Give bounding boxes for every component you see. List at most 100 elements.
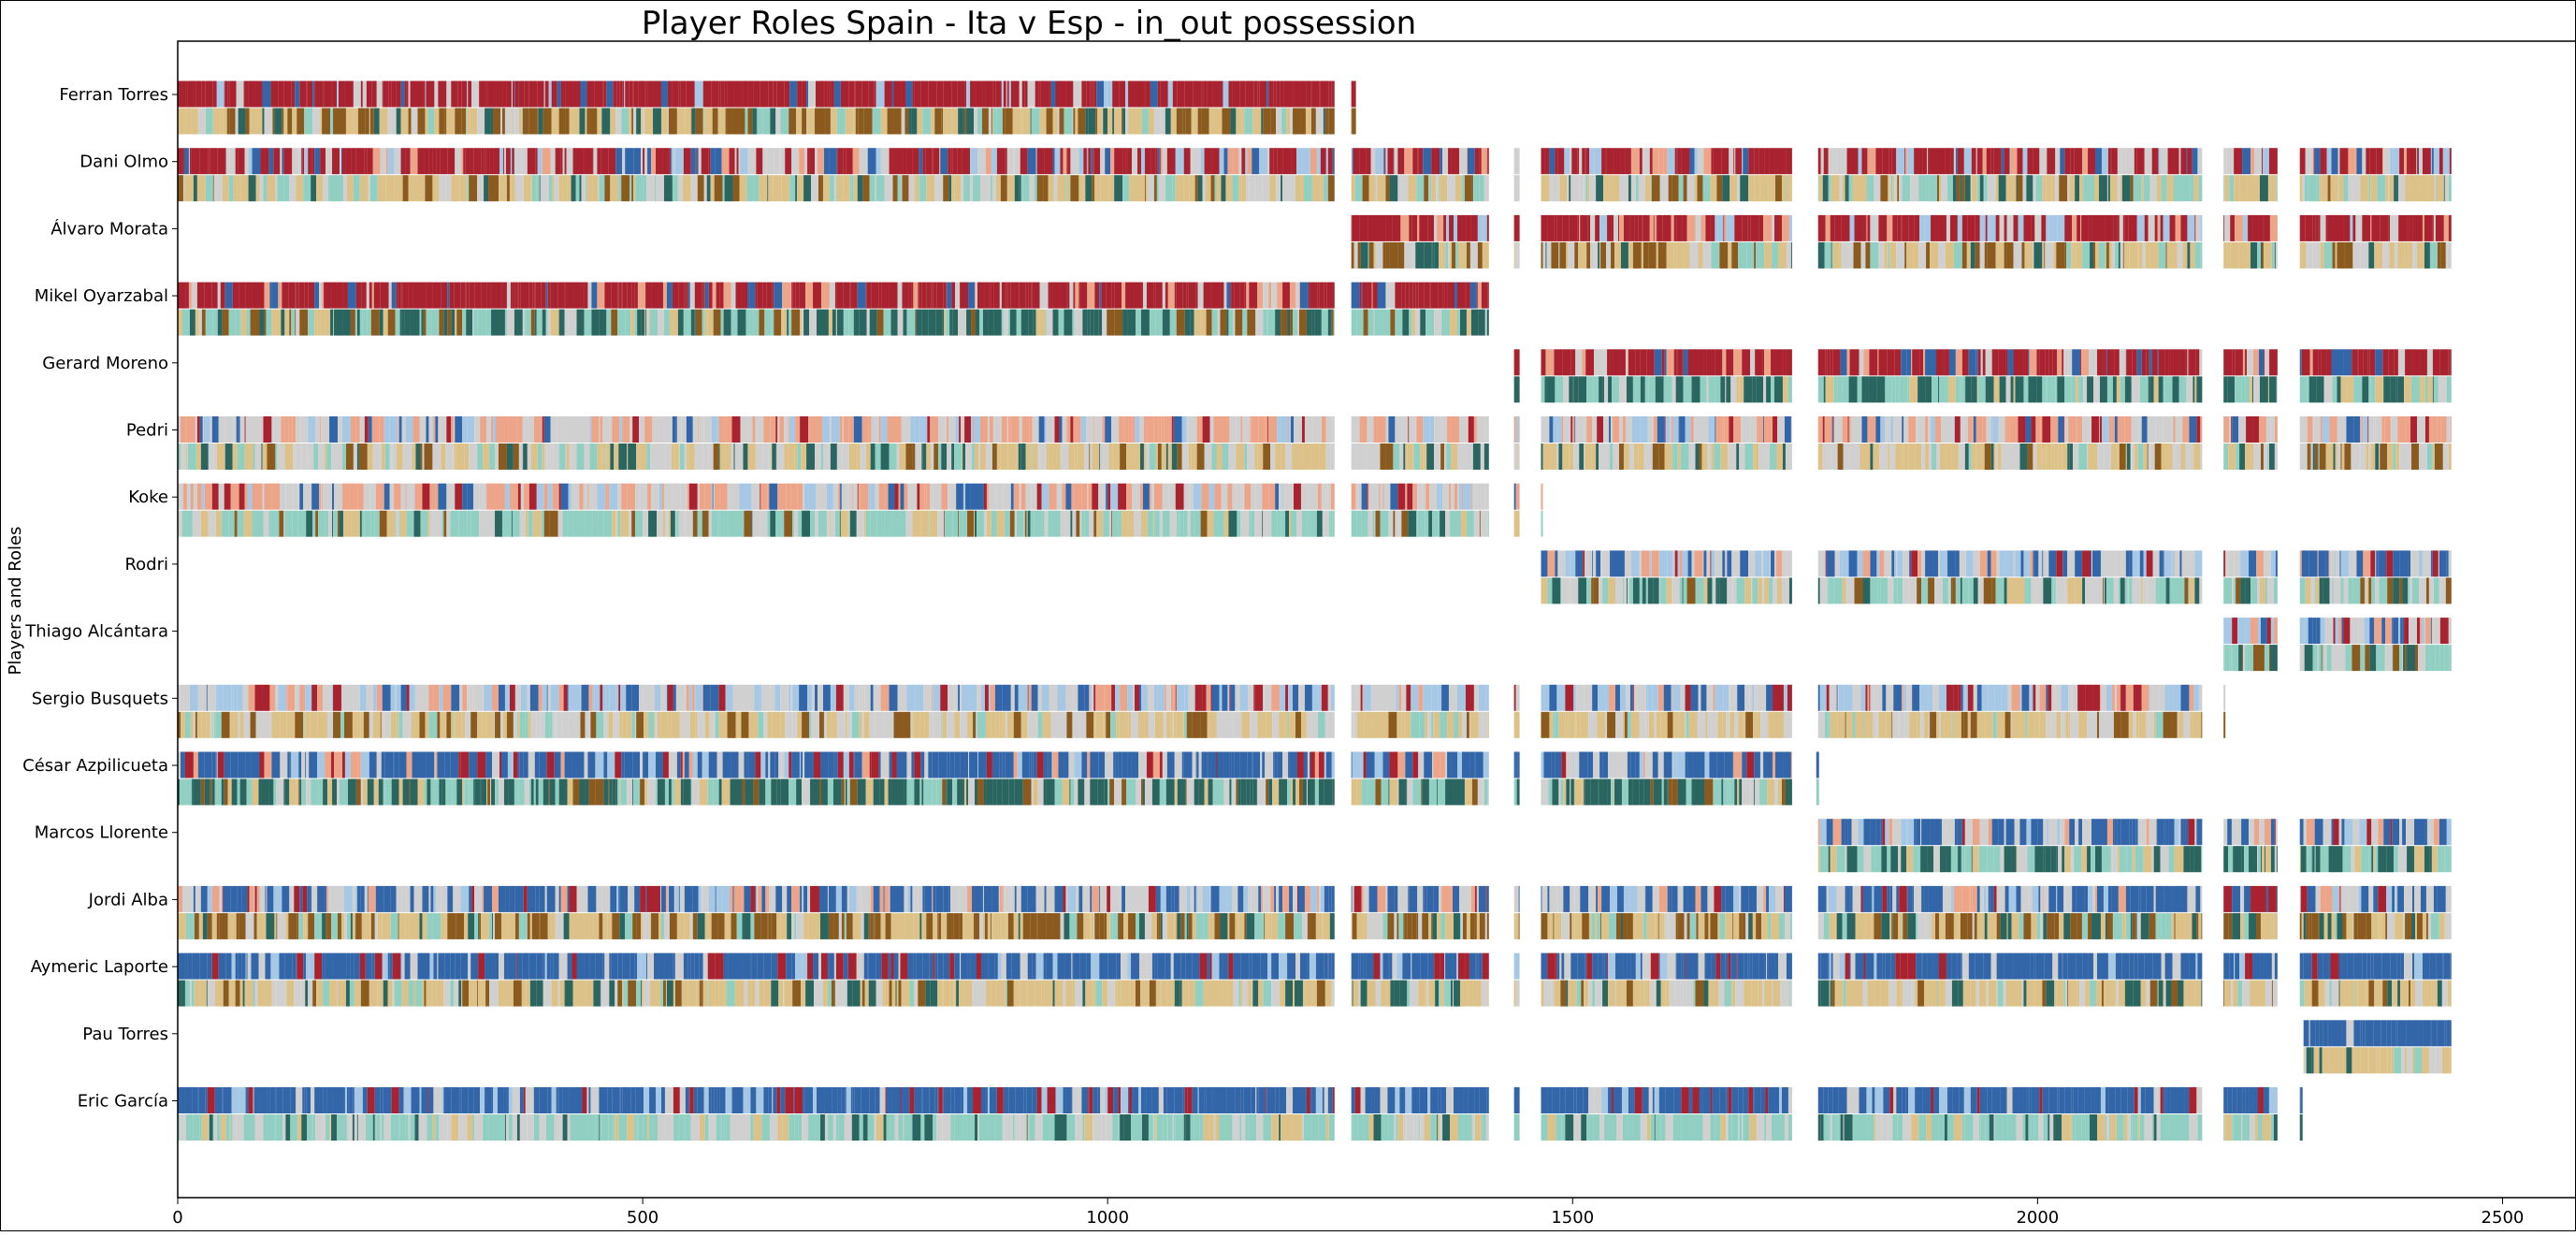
role-stripe	[2188, 349, 2190, 376]
role-stripe	[1010, 80, 1020, 108]
role-stripe	[2171, 416, 2174, 443]
role-stripe	[224, 483, 231, 510]
role-stripe	[1832, 349, 1841, 376]
role-stripe	[1027, 510, 1031, 537]
role-stripe	[2394, 349, 2398, 376]
role-stripe	[1412, 444, 1414, 470]
role-stripe	[962, 483, 964, 510]
role-stripe	[1173, 684, 1176, 711]
role-stripe	[934, 108, 942, 135]
role-stripe	[1315, 108, 1324, 135]
role-stripe	[897, 175, 899, 202]
role-stripe	[398, 416, 402, 443]
role-stripe	[1330, 510, 1333, 537]
role-stripe	[1097, 108, 1103, 135]
role-stripe	[1771, 241, 1773, 269]
role-stripe	[195, 416, 197, 443]
role-stripe	[1089, 684, 1091, 711]
role-stripe	[1614, 148, 1621, 175]
role-stripe	[2165, 241, 2167, 269]
top-role-lane	[1541, 550, 2452, 577]
role-stripe	[1595, 241, 1599, 269]
role-stripe	[970, 175, 974, 202]
role-stripe	[2332, 645, 2338, 672]
role-stripe	[614, 444, 619, 470]
role-stripe	[2310, 444, 2313, 470]
role-stripe	[892, 175, 898, 202]
role-stripe	[244, 483, 248, 510]
role-stripe	[281, 309, 285, 336]
role-stripe	[412, 309, 420, 336]
role-stripe	[451, 80, 458, 108]
role-stripe	[453, 444, 455, 470]
role-stripe	[990, 684, 995, 711]
role-stripe	[278, 684, 287, 711]
role-stripe	[1105, 148, 1111, 175]
role-stripe	[2119, 349, 2126, 376]
role-stripe	[713, 309, 721, 336]
role-stripe	[321, 108, 323, 135]
role-stripe	[1848, 175, 1853, 202]
role-stripe	[1128, 80, 1137, 108]
role-stripe	[1065, 80, 1074, 108]
role-stripe	[1992, 416, 1999, 443]
role-stripe	[1291, 510, 1297, 537]
role-stripe	[736, 684, 742, 711]
role-stripe	[550, 444, 554, 470]
role-stripe	[1657, 241, 1667, 269]
role-stripe	[723, 282, 731, 309]
role-stripe	[632, 80, 634, 108]
role-stripe	[1430, 282, 1439, 309]
role-stripe	[417, 148, 425, 175]
role-stripe	[2399, 645, 2403, 672]
role-stripe	[350, 416, 356, 443]
role-stripe	[1612, 376, 1619, 403]
role-stripe	[192, 510, 201, 537]
role-stripe	[710, 148, 716, 175]
role-stripe	[446, 416, 452, 443]
role-stripe	[651, 108, 654, 135]
role-stripe	[2353, 416, 2361, 443]
role-stripe	[1289, 510, 1292, 537]
role-stripe	[191, 148, 200, 175]
role-stripe	[341, 483, 350, 510]
role-stripe	[1328, 108, 1335, 135]
role-stripe	[1991, 349, 1999, 376]
role-stripe	[797, 444, 802, 470]
role-stripe	[543, 483, 548, 510]
role-stripe	[1729, 175, 1738, 202]
role-stripe	[2359, 444, 2361, 470]
role-stripe	[922, 108, 932, 135]
role-stripe	[1296, 444, 1304, 470]
role-stripe	[1324, 108, 1329, 135]
role-stripe	[962, 108, 965, 135]
role-stripe	[1689, 148, 1693, 175]
role-stripe	[1000, 444, 1008, 470]
role-stripe	[1862, 214, 1866, 241]
role-stripe	[1408, 510, 1417, 537]
role-stripe	[2166, 241, 2173, 269]
role-stripe	[1157, 80, 1161, 108]
role-stripe	[609, 416, 613, 443]
role-stripe	[2080, 349, 2082, 376]
role-stripe	[835, 175, 837, 202]
role-stripe	[1223, 80, 1229, 108]
role-stripe	[1620, 241, 1628, 269]
role-stripe	[467, 108, 470, 135]
role-stripe	[787, 309, 789, 336]
role-stripe	[1270, 444, 1276, 470]
role-stripe	[1161, 416, 1165, 443]
role-stripe	[2299, 349, 2302, 376]
role-stripe	[389, 483, 394, 510]
role-stripe	[1006, 148, 1014, 175]
role-stripe	[1596, 175, 1604, 202]
role-stripe	[2106, 550, 2116, 577]
role-stripe	[1713, 577, 1716, 604]
role-stripe	[941, 108, 944, 135]
role-stripe	[1513, 241, 1515, 269]
role-stripe	[1958, 444, 1965, 470]
role-stripe	[1513, 214, 1520, 241]
role-stripe	[1578, 241, 1587, 269]
role-stripe	[1409, 214, 1412, 241]
role-stripe	[1228, 444, 1237, 470]
